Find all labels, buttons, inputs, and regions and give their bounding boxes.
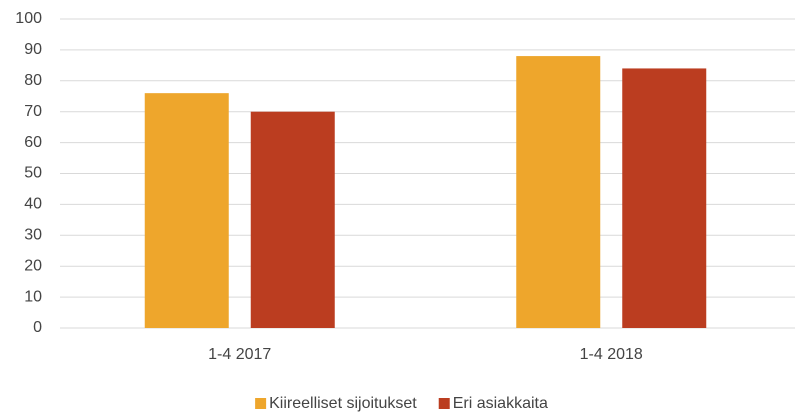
y-tick-label: 80 [24,72,42,89]
y-tick-label: 30 [24,227,42,244]
legend-swatch [255,398,267,409]
bar [144,93,229,328]
y-tick-label: 100 [15,10,42,27]
y-tick-label: 50 [24,165,42,182]
y-tick-label: 70 [24,103,42,120]
y-tick-label: 10 [24,288,42,305]
y-tick-label: 40 [24,196,42,213]
y-tick-label: 20 [24,257,42,274]
y-tick-label: 90 [24,41,42,58]
legend-label: Eri asiakkaita [453,395,548,412]
x-tick-label: 1-4 2017 [208,346,271,363]
x-tick-label: 1-4 2018 [580,346,643,363]
legend-label: Kiireelliset sijoitukset [269,395,417,412]
legend-swatch [438,398,450,409]
bar [250,111,335,328]
bar [622,68,707,328]
bar [516,56,601,329]
y-tick-label: 60 [24,134,42,151]
y-tick-label: 0 [33,319,42,336]
